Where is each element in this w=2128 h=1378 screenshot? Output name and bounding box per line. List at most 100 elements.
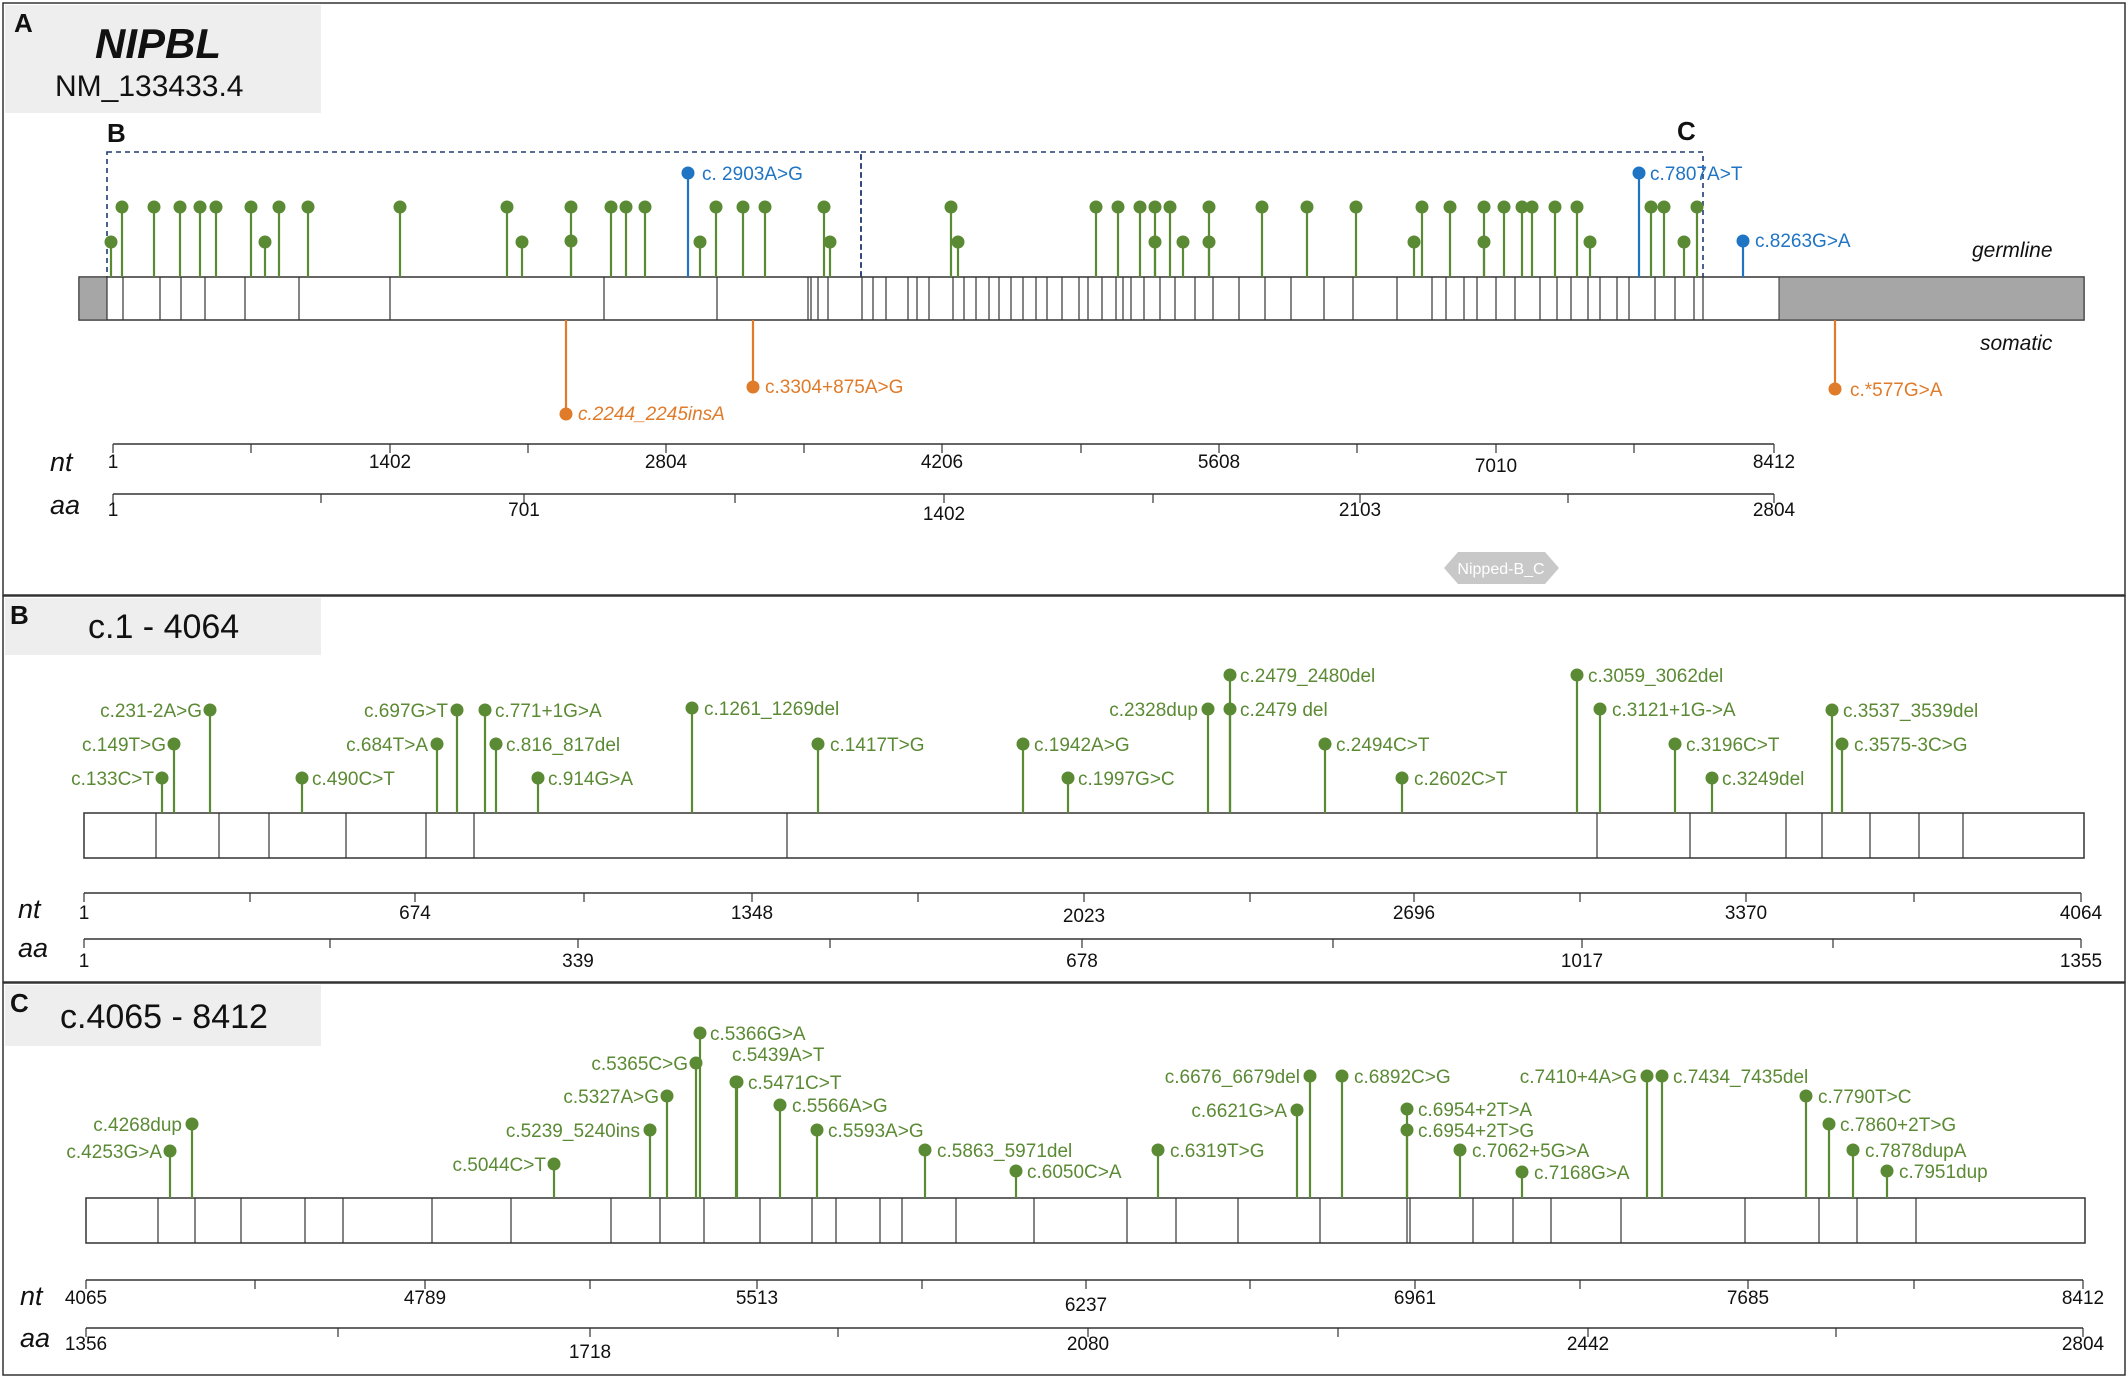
b-variant-14-head: [1223, 668, 1237, 682]
b-variant-label-14: c.2479_2480del: [1240, 666, 1375, 687]
c-variant-label-16: c.6892C>G: [1354, 1067, 1451, 1088]
a-germline-variant-51-head: [1677, 235, 1691, 249]
a-germline-variant-3-head: [173, 200, 187, 214]
b-variant-3-head: [295, 771, 309, 785]
c-variant-1-head: [185, 1117, 199, 1131]
panel-a-letter: A: [14, 8, 33, 38]
a-germline-variant-41-head: [1477, 200, 1491, 214]
a-germline-variant-25-head: [951, 235, 965, 249]
a-variant-7807-head: [1632, 166, 1646, 180]
a-nt-axis-tick-label-3: 4206: [921, 452, 963, 473]
c-variant-0-head: [163, 1144, 177, 1158]
b-variant-label-23: c.3575-3C>G: [1854, 735, 1968, 756]
c-variant-20-head: [1515, 1165, 1529, 1179]
panel-b-frame: [2, 595, 2126, 983]
a-germline-variant-34-head: [1202, 235, 1216, 249]
a-germline-variant-31-head: [1163, 200, 1177, 214]
c-nt-axis-tick-label-1: 4789: [404, 1288, 446, 1309]
panel-b-title: c.1 - 4064: [88, 608, 239, 646]
a-germline-variant-6-head: [244, 200, 258, 214]
panel-b-axes: 1 674 1348 2023 2696 3370 4064 1 339 678 1017 1355: [79, 892, 2103, 972]
b-variant-12-head: [1061, 771, 1075, 785]
somatic-label: somatic: [1980, 332, 2053, 355]
c-variant-19-head: [1453, 1143, 1467, 1157]
c-variant-26-head: [1880, 1164, 1894, 1178]
b-aa-axis-tick-label-1: 339: [562, 951, 594, 972]
a-label-7807: c.7807A>T: [1650, 164, 1743, 185]
a-nt-axis-tick-label-6: 8412: [1753, 452, 1795, 473]
c-nt-axis-tick-label-0: 4065: [65, 1288, 107, 1309]
c-variant-label-25: c.7878dupA: [1865, 1141, 1967, 1162]
b-variant-2-head: [203, 703, 217, 717]
b-variant-11-head: [1016, 737, 1030, 751]
b-variant-label-7: c.816_817del: [506, 735, 620, 756]
c-variant-label-2: c.5044C>T: [453, 1155, 547, 1176]
panel-c-variants: c.4253G>A c.4268dup c.5044C>T c.5239_5240in…: [66, 1024, 1988, 1198]
a-germline-variant-44-head: [1515, 200, 1529, 214]
domain-label: Nipped-B_C: [1457, 561, 1544, 578]
a-germline-variant-27-head: [1111, 200, 1125, 214]
c-variant-22-head: [1655, 1069, 1669, 1083]
b-variant-22-head: [1825, 703, 1839, 717]
c-variant-label-26: c.7951dup: [1899, 1162, 1988, 1183]
b-variant-9-head: [685, 701, 699, 715]
a-label-577: c.*577G>A: [1850, 380, 1943, 401]
b-variant-23-head: [1835, 737, 1849, 751]
a-germline-variant-45-head: [1525, 200, 1539, 214]
c-nt-axis-tick-label-5: 7685: [1727, 1288, 1769, 1309]
b-aa-axis-tick-label-3: 1017: [1561, 951, 1603, 972]
panel-b-nt-label: nt: [18, 894, 42, 924]
b-variant-13-head: [1201, 702, 1215, 716]
a-germline-variant-21-head: [758, 200, 772, 214]
c-variant-label-12: c.6050C>A: [1027, 1162, 1122, 1183]
b-variant-label-18: c.3059_3062del: [1588, 666, 1723, 687]
germline-label: germline: [1972, 239, 2053, 262]
c-variant-12-head: [1009, 1164, 1023, 1178]
a-germline-variant-10-head: [393, 200, 407, 214]
a-nt-axis-tick-label-4: 5608: [1198, 452, 1240, 473]
c-nt-axis-tick-label-2: 5513: [736, 1288, 778, 1309]
c-variant-11-head: [918, 1143, 932, 1157]
c-variant-6-head: [693, 1026, 707, 1040]
a-germline-variant-13-head: [564, 200, 578, 214]
a-germline-variant-5-head: [209, 200, 223, 214]
b-variant-label-9: c.1261_1269del: [704, 699, 839, 720]
a-variant-8263-head: [1736, 234, 1750, 248]
b-variant-15-head: [1223, 702, 1237, 716]
b-nt-axis-tick-label-4: 2696: [1393, 903, 1435, 924]
a-germline-variant-39-head: [1415, 200, 1429, 214]
b-variant-label-13: c.2328dup: [1109, 700, 1198, 721]
b-nt-axis-tick-label-0: 1: [79, 903, 90, 924]
panel-c-gene-bar: [85, 1197, 2086, 1244]
c-variant-label-5: c.5365C>G: [591, 1054, 688, 1075]
panel-c-aa-label: aa: [20, 1323, 50, 1353]
a-germline-variant-9-head: [301, 200, 315, 214]
c-aa-axis-tick-label-1: 1718: [569, 1342, 611, 1363]
a-nt-axis-tick-label-2: 2804: [645, 452, 688, 473]
b-variant-label-22: c.3537_3539del: [1843, 701, 1978, 722]
c-nt-axis-tick-label-3: 6237: [1065, 1295, 1107, 1316]
b-variant-1-head: [167, 737, 181, 751]
a-germline-variant-22-head: [817, 200, 831, 214]
a-somatic-3304-head: [746, 380, 760, 394]
a-germline-variant-14-head: [564, 234, 578, 248]
b-nt-axis-tick-label-1: 674: [399, 903, 431, 924]
panel-b-variants: c.133C>T c.149T>G c.231-2A>G c.490C>T c.684T…: [71, 666, 1978, 813]
a-germline-variant-23-head: [823, 235, 837, 249]
b-nt-axis-tick-label-2: 1348: [731, 903, 773, 924]
a-germline-variant-1-head: [115, 200, 129, 214]
a-aa-axis-tick-label-3: 2103: [1339, 500, 1381, 521]
a-label-8263: c.8263G>A: [1755, 231, 1851, 252]
b-variant-21-head: [1705, 771, 1719, 785]
a-germline-variant-2-head: [147, 200, 161, 214]
c-variant-label-11: c.5863_5971del: [937, 1141, 1072, 1162]
c-variant-16-head: [1335, 1069, 1349, 1083]
panel-a: A NIPBL NM_133433.4 B C c. 2903A>G c.7807…: [2, 2, 2126, 596]
a-germline-variant-16-head: [619, 200, 633, 214]
a-label-2903: c. 2903A>G: [702, 164, 803, 185]
panel-c-header-bg: [5, 985, 321, 1046]
zoom-b-label: B: [107, 118, 126, 148]
c-variant-label-22: c.7434_7435del: [1673, 1067, 1808, 1088]
b-variant-0-head: [155, 771, 169, 785]
